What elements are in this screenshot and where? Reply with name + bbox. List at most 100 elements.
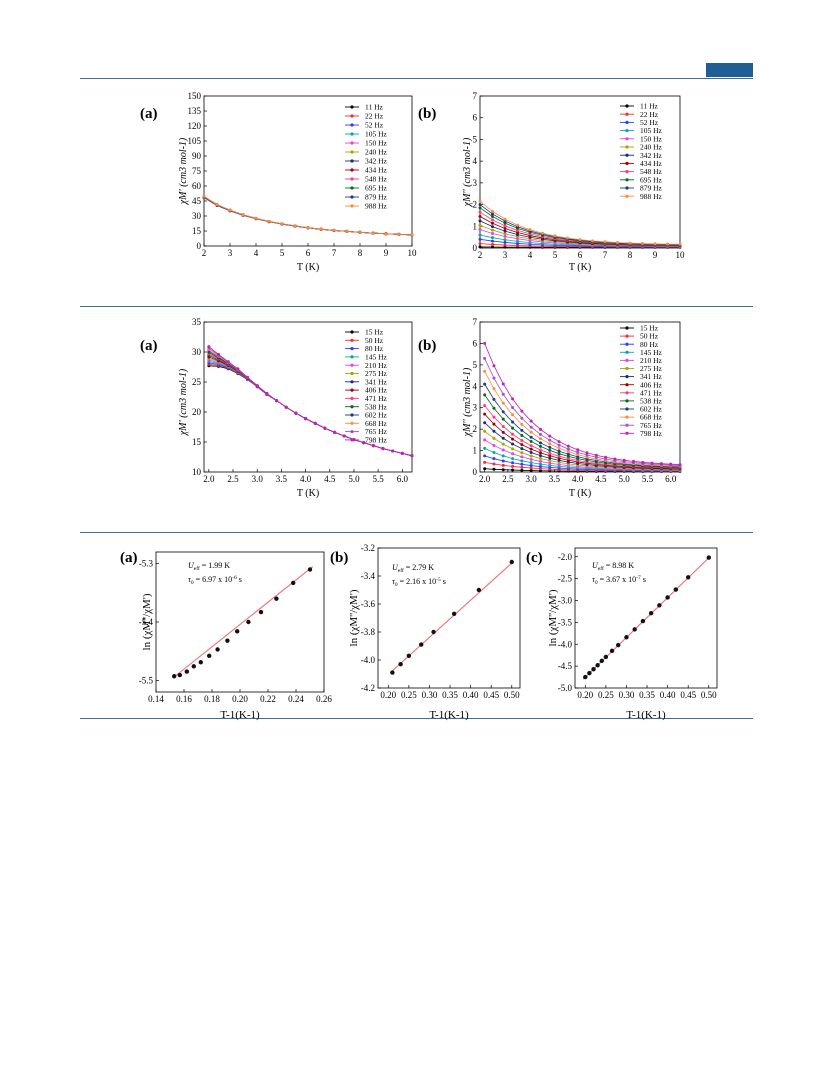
fig2b-legend-marker-10 xyxy=(625,407,629,411)
fig1b-xtick-label-4: 6 xyxy=(578,250,583,260)
fig3c-point-7 xyxy=(616,642,621,648)
fig2a-point-13-20 xyxy=(400,451,404,455)
fig1a-ytick-label-2: 30 xyxy=(192,211,202,221)
fig3c-ytick-label-6: -2.0 xyxy=(558,552,573,562)
fig1b-point-11-16 xyxy=(678,242,682,246)
fig3c-y-axis-label: ln (χM''/χM') xyxy=(547,589,559,646)
fig2b-point-1-2 xyxy=(501,463,505,467)
fig1a-legend-label-7: 434 Hz xyxy=(365,166,388,175)
fig1b-point-2-2 xyxy=(503,240,507,244)
fig2b-point-2-0 xyxy=(483,454,487,458)
fig1a-ytick-label-3: 45 xyxy=(192,196,202,206)
fig2b-point-7-5 xyxy=(529,447,533,451)
fig2a-point-13-6 xyxy=(265,391,269,395)
fig1a-point-11-9 xyxy=(319,227,323,231)
fig2a-legend-label-2: 80 Hz xyxy=(365,344,384,353)
fig1b-point-1-2 xyxy=(503,243,507,247)
fig1a-point-11-15 xyxy=(397,232,401,236)
fig3a-annotation-tau: τ0 = 6.97 x 10-6 s xyxy=(188,575,242,586)
fig3a-xtick-label-5: 0.24 xyxy=(288,694,304,704)
fig2b-point-13-6 xyxy=(538,427,542,431)
fig1b-point-7-2 xyxy=(503,226,507,230)
fig2b-point-9-5 xyxy=(529,439,533,443)
fig1a-point-11-2 xyxy=(228,208,232,212)
fig2b-point-11-7 xyxy=(548,442,552,446)
fig3c-xtick-label-2: 0.30 xyxy=(619,690,635,700)
fig2a-ytick-label-3: 25 xyxy=(192,377,202,387)
fig1b-point-11-10 xyxy=(603,240,607,244)
fig2b-point-6-3 xyxy=(511,442,515,446)
fig2b-xtick-label-1: 2.5 xyxy=(502,474,514,484)
fig2b-point-1-4 xyxy=(520,465,524,469)
fig3a-annotation-ueff: Ueff = 1.99 K xyxy=(188,561,230,572)
fig1b-xtick-label-0: 2 xyxy=(478,250,483,260)
fig1b-ytick-label-1: 1 xyxy=(473,221,478,231)
fig2b-point-4-1 xyxy=(492,443,496,447)
fig3a-point-13 xyxy=(307,567,313,572)
fig1b-point-2-0 xyxy=(478,237,482,241)
fig2a-legend-marker-5 xyxy=(350,371,354,376)
fig1a-legend-marker-5 xyxy=(350,150,354,154)
fig3b-point-4 xyxy=(431,629,436,635)
fig3b-panel-label: (b) xyxy=(330,550,348,566)
fig1b-point-3-0 xyxy=(478,233,482,237)
fig1b-point-11-7 xyxy=(566,236,569,240)
fig2b-point-11-1 xyxy=(492,387,496,391)
fig2b-point-9-4 xyxy=(520,433,524,437)
fig2b-point-2-2 xyxy=(501,459,505,463)
fig3c-xtick-label-4: 0.40 xyxy=(660,690,676,700)
fig3c-point-11 xyxy=(648,610,654,616)
fig2a-point-13-18 xyxy=(381,447,385,451)
fig2b-point-12-1 xyxy=(492,376,496,380)
fig2b-point-5-2 xyxy=(501,442,505,446)
fig1b-legend-marker-9 xyxy=(625,178,629,182)
fig3a-ytick-label-0: -5.5 xyxy=(139,675,154,685)
fig3a-point-7 xyxy=(225,638,230,643)
fig2b-point-3-5 xyxy=(529,461,533,465)
fig2b-point-8-7 xyxy=(548,451,552,455)
fig1b-xtick-label-6: 8 xyxy=(628,250,633,260)
fig2b-point-1-6 xyxy=(538,467,542,471)
fig2b-point-6-1 xyxy=(492,429,496,433)
fig1b-xtick-label-8: 10 xyxy=(676,250,686,260)
fig2b-legend-marker-8 xyxy=(625,391,629,395)
fig3c-point-5 xyxy=(603,654,609,660)
fig3a-fit-line xyxy=(172,566,314,679)
fig1a-legend-label-0: 11 Hz xyxy=(365,103,384,112)
fig1b-point-6-3 xyxy=(516,233,519,237)
fig2b-point-9-9 xyxy=(566,454,570,458)
fig2b-point-1-1 xyxy=(492,462,496,466)
fig2a-legend-marker-8 xyxy=(350,396,354,400)
fig3c-xtick-label-3: 0.35 xyxy=(639,690,655,700)
fig1a-ytick-label-6: 90 xyxy=(192,151,202,161)
fig3a-point-6 xyxy=(215,647,220,652)
fig2a-point-13-19 xyxy=(391,449,395,453)
fig3b-ytick-label-0: -4.2 xyxy=(361,683,375,693)
fig2a-xtick-label-6: 5.0 xyxy=(348,474,360,484)
fig2b-series-4 xyxy=(484,439,681,471)
fig1a-point-11-0 xyxy=(202,194,206,198)
fig2a-legend-marker-0 xyxy=(350,330,354,334)
fig2b-legend-marker-4 xyxy=(625,358,629,362)
fig1a-point-11-1 xyxy=(215,203,219,206)
fig2b-legend-marker-7 xyxy=(625,383,629,387)
fig3b-point-5 xyxy=(451,611,457,616)
fig1a-xtick-label-7: 9 xyxy=(384,248,389,258)
fig1b-legend-marker-0 xyxy=(625,104,629,108)
fig2b-point-12-2 xyxy=(501,392,505,396)
fig2b-point-7-0 xyxy=(483,412,487,416)
fig2a-legend-marker-7 xyxy=(350,388,354,392)
fig1a-ytick-label-5: 75 xyxy=(192,166,202,176)
fig2b-xtick-label-4: 4.0 xyxy=(572,474,584,484)
fig2b-point-13-19 xyxy=(659,462,663,466)
fig2b-point-13-4 xyxy=(520,409,524,413)
fig1a-legend-marker-8 xyxy=(350,177,354,181)
fig1b-point-11-6 xyxy=(553,234,557,238)
fig1a-legend-label-4: 150 Hz xyxy=(365,139,388,148)
fig3b-point-0 xyxy=(390,670,395,675)
fig2b-point-10-5 xyxy=(529,435,533,439)
fig2b-legend-marker-11 xyxy=(625,415,629,419)
fig1b-point-11-15 xyxy=(666,242,669,246)
fig2a-xtick-label-0: 2.0 xyxy=(203,474,215,484)
